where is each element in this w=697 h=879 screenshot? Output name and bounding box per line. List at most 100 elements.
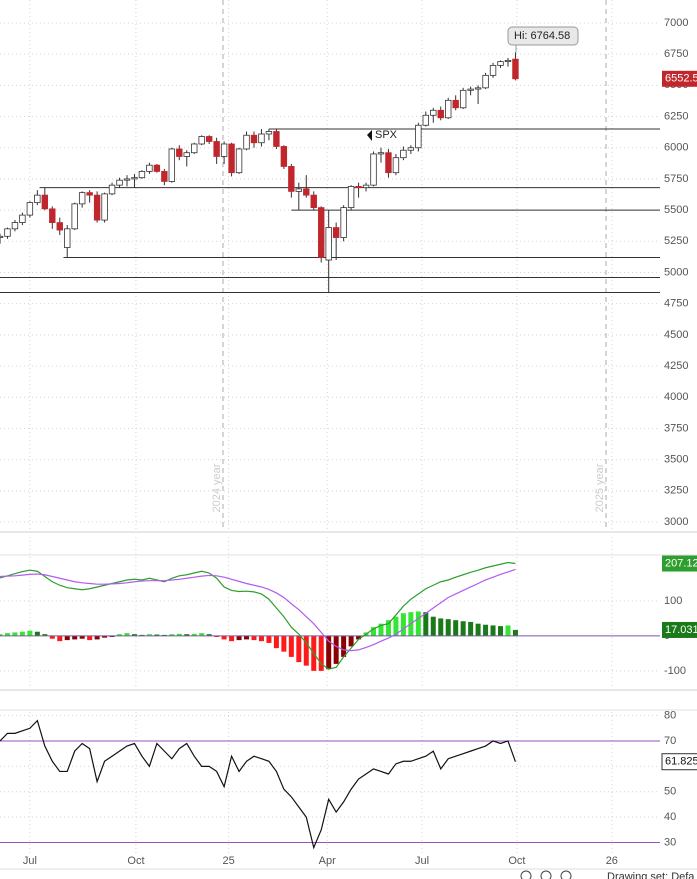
- candle-body: [332, 227, 340, 238]
- histogram-bar: [169, 634, 175, 636]
- histogram-bar: [146, 634, 152, 636]
- candle-body: [176, 148, 183, 157]
- candle-body: [385, 152, 392, 174]
- histogram-bar: [430, 616, 436, 636]
- candle-body: [355, 185, 362, 189]
- series-line: [0, 719, 517, 850]
- last-value-label: 207.12: [665, 557, 697, 569]
- spx-marker: [367, 130, 372, 141]
- y-tick-label: 3250: [664, 485, 688, 497]
- histogram-bar: [0, 634, 3, 636]
- candle-body: [93, 194, 101, 221]
- toolbar-icon[interactable]: [520, 870, 532, 879]
- x-tick-label: Jul: [23, 855, 37, 867]
- y-tick-label: 6000: [664, 142, 688, 154]
- histogram-bar: [445, 619, 451, 636]
- year-marker-label: 2025 year: [594, 463, 606, 512]
- histogram-bar: [191, 633, 197, 636]
- histogram-bar: [326, 635, 332, 670]
- histogram-bar: [385, 620, 391, 636]
- histogram-bar: [214, 635, 220, 637]
- y-tick-label: 80: [664, 709, 676, 721]
- candle-body: [430, 109, 437, 116]
- histogram-bar: [131, 634, 137, 636]
- candle-body: [489, 64, 497, 76]
- candle-body: [205, 136, 213, 142]
- histogram-bar: [139, 634, 145, 636]
- y-tick-label: 5750: [664, 173, 688, 185]
- histogram-bar: [57, 635, 63, 642]
- candle-body: [11, 222, 19, 230]
- histogram-bar: [161, 634, 167, 636]
- last-value-label: 61.825: [665, 756, 697, 768]
- series-line: [0, 561, 516, 670]
- histogram-bar: [423, 612, 429, 636]
- histogram-bar: [475, 623, 481, 636]
- candle-body: [138, 171, 146, 179]
- candle-body: [258, 133, 265, 144]
- candle-body: [407, 147, 415, 151]
- candle-body: [34, 194, 41, 204]
- year-marker-label: 2024 year: [211, 463, 223, 512]
- candle-body: [153, 164, 161, 172]
- histogram-bar: [34, 631, 40, 636]
- candle-body: [310, 194, 317, 209]
- last-price-box: [662, 70, 697, 87]
- histogram-bar: [124, 633, 130, 636]
- toolbar-icon[interactable]: [560, 870, 572, 879]
- histogram-bar: [505, 625, 511, 636]
- histogram-bar: [251, 635, 257, 641]
- candle-body: [377, 152, 385, 155]
- candle-body: [228, 143, 235, 174]
- candle-body: [64, 228, 71, 248]
- y-tick-label: 4500: [664, 329, 688, 341]
- histogram-bar: [229, 635, 235, 642]
- y-tick-label: 3750: [664, 422, 688, 434]
- toolbar-text[interactable]: Drawing set: Defa: [607, 871, 695, 879]
- histogram-bar: [393, 616, 399, 636]
- x-tick-label: Oct: [127, 855, 144, 867]
- candle-body: [198, 136, 205, 145]
- histogram-bar: [438, 618, 444, 636]
- candle-body: [362, 184, 370, 189]
- candle-body: [56, 222, 63, 231]
- candle-body: [445, 99, 452, 119]
- candle-body: [131, 177, 138, 180]
- histogram-bar: [221, 635, 227, 640]
- histogram-bar: [79, 635, 85, 639]
- histogram-bar: [318, 635, 324, 671]
- candle-body: [295, 188, 303, 192]
- candle-body: [86, 192, 93, 196]
- candle-body: [146, 164, 153, 172]
- histogram-bar: [371, 627, 377, 636]
- candle-body: [116, 179, 123, 186]
- histogram-bar: [512, 629, 518, 636]
- histogram-bar: [42, 634, 48, 636]
- candle-body: [280, 146, 288, 167]
- histogram-bar: [87, 635, 93, 641]
- histogram-bar: [258, 635, 264, 642]
- histogram-bar: [348, 635, 354, 647]
- histogram-bar: [206, 634, 212, 636]
- x-tick-label: Apr: [319, 855, 336, 867]
- y-tick-label: 4750: [664, 298, 688, 310]
- last-value-box: [662, 621, 697, 638]
- candle-body: [161, 171, 168, 182]
- y-tick-label: 70: [664, 735, 676, 747]
- candle-body: [288, 166, 295, 192]
- candle-body: [183, 152, 190, 157]
- histogram-bar: [498, 626, 504, 636]
- candle-body: [19, 214, 26, 223]
- histogram-bar: [483, 624, 489, 636]
- candle-body: [422, 114, 430, 126]
- candle-body: [400, 149, 407, 159]
- histogram-bar: [378, 623, 384, 636]
- toolbar-icon[interactable]: [540, 870, 552, 879]
- x-tick-label: Jul: [415, 855, 429, 867]
- candle-body: [235, 148, 243, 174]
- histogram-bar: [468, 621, 474, 636]
- y-tick-label: 5500: [664, 204, 688, 216]
- y-tick-label: 5000: [664, 266, 688, 278]
- y-tick-label: 4250: [664, 360, 688, 372]
- histogram-bar: [27, 630, 33, 636]
